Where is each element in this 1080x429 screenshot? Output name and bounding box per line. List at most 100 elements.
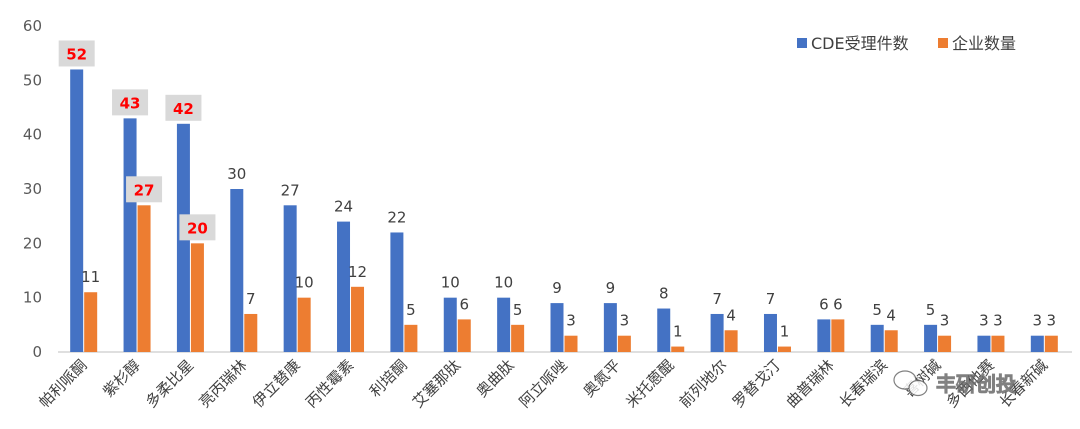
bar-companies-17 [991,335,1005,352]
y-tick-label: 0 [32,343,42,361]
value-label: 5 [513,301,523,319]
highlight-box [112,89,149,116]
bar-cde-0 [70,69,84,352]
category-label: 奥氮平 [580,356,625,401]
highlight-box [58,40,95,67]
bar-cde-1 [123,118,137,352]
y-tick-label: 30 [23,180,42,198]
category-label: 丙性霉素 [302,356,357,411]
category-label: 多柔比星 [142,356,197,411]
bar-cde-16 [924,324,938,352]
value-label: 4 [726,306,736,324]
legend-label-companies: 企业数量 [952,34,1016,53]
value-label: 3 [620,312,630,330]
value-label-highlighted: 43 [120,94,141,112]
value-label: 27 [281,181,300,199]
legend-swatch-cde [797,38,807,48]
y-tick-label: 50 [23,71,42,89]
y-tick-label: 20 [23,234,42,252]
value-label: 6 [459,295,469,313]
bar-companies-7 [457,319,471,352]
bar-cde-10 [603,303,617,352]
value-label: 3 [566,312,576,330]
value-label: 3 [993,312,1003,330]
bar-cde-15 [870,324,884,352]
value-label: 5 [872,301,882,319]
bar-companies-12 [724,330,738,352]
category-label: 帕利哌酮 [35,356,90,411]
value-label-highlighted: 27 [134,181,155,199]
value-label: 7 [246,290,256,308]
category-label: 前列地尔 [676,356,731,411]
value-labels: 5211432742203072710241222510610593938174… [58,40,1057,341]
value-label-highlighted: 20 [187,219,208,237]
bar-companies-11 [671,346,685,352]
category-label: 亮丙瑞林 [195,356,250,411]
value-label: 11 [81,268,100,286]
legend: CDE受理件数 企业数量 [797,34,1016,53]
category-label: 奥曲肽 [473,356,518,401]
highlight-box [126,176,163,203]
category-label: 长春瑞滨 [836,356,891,411]
bar-cde-11 [657,308,671,352]
value-label: 9 [552,279,562,297]
bar-companies-8 [511,324,525,352]
value-label: 5 [406,301,416,319]
category-label: 米托蒽醌 [622,356,677,411]
bar-companies-16 [938,335,952,352]
watermark: 丰研创投 [893,370,1016,397]
value-label: 8 [659,285,669,303]
wechat-icon [893,370,928,397]
value-label: 22 [387,208,406,226]
bar-companies-18 [1044,335,1058,352]
bar-companies-2 [190,243,204,352]
bar-companies-1 [137,205,151,352]
y-tick-label: 40 [23,126,42,144]
value-label: 1 [780,323,790,341]
bar-cde-7 [443,297,457,352]
bar-cde-17 [977,335,991,352]
bar-companies-14 [831,319,845,352]
value-label: 3 [940,312,950,330]
value-label: 10 [441,274,460,292]
watermark-text: 丰研创投 [936,372,1016,396]
bar-cde-12 [710,313,724,352]
value-label-highlighted: 52 [66,45,87,63]
legend-swatch-companies [938,38,948,48]
value-label: 7 [766,290,776,308]
category-label: 伊立替康 [249,356,304,411]
bar-cde-14 [817,319,831,352]
value-label: 5 [926,301,936,319]
bar-companies-6 [404,324,418,352]
bar-cde-13 [763,313,777,352]
bar-companies-4 [297,297,311,352]
bars [70,69,1058,352]
bar-companies-9 [564,335,578,352]
bar-companies-5 [351,286,365,352]
bar-cde-5 [337,221,351,352]
bar-cde-3 [230,189,244,352]
bar-cde-9 [550,303,564,352]
value-label: 10 [295,274,314,292]
category-label: 艾塞那肽 [409,356,464,411]
bar-cde-8 [497,297,511,352]
y-tick-label: 10 [23,289,42,307]
category-label: 利培酮 [366,356,411,401]
value-label-highlighted: 42 [173,100,194,118]
bar-cde-6 [390,232,404,352]
category-label: 紫杉醇 [99,356,144,401]
value-label: 6 [833,295,843,313]
value-label: 30 [227,165,246,183]
value-label: 1 [673,323,683,341]
highlight-box [179,214,216,241]
value-label: 3 [1047,312,1057,330]
bar-companies-3 [244,313,258,352]
value-label: 10 [494,274,513,292]
value-label: 24 [334,198,353,216]
value-label: 7 [712,290,722,308]
value-label: 9 [606,279,616,297]
category-label: 罗替戈汀 [729,356,784,411]
category-label: 曲普瑞林 [783,356,838,411]
value-label: 6 [819,295,829,313]
